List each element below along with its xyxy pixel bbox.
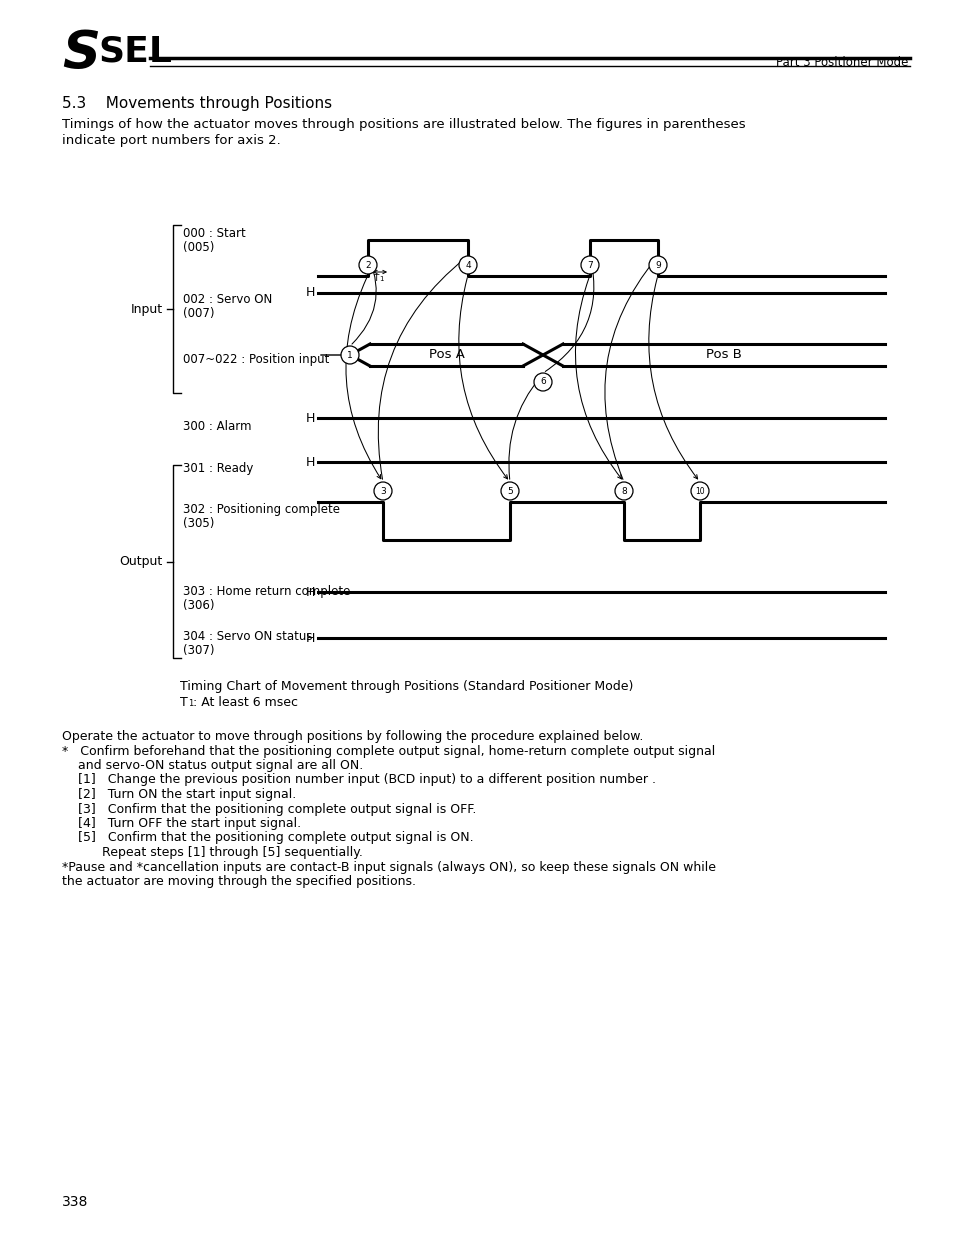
- Text: Operate the actuator to move through positions by following the procedure explai: Operate the actuator to move through pos…: [62, 730, 642, 743]
- Text: 303 : Home return complete: 303 : Home return complete: [183, 585, 350, 598]
- Text: (306): (306): [183, 599, 214, 613]
- Circle shape: [690, 482, 708, 500]
- Text: S: S: [62, 28, 100, 80]
- Circle shape: [340, 346, 358, 364]
- Text: H: H: [305, 287, 314, 300]
- Text: 002 : Servo ON: 002 : Servo ON: [183, 293, 272, 306]
- Text: indicate port numbers for axis 2.: indicate port numbers for axis 2.: [62, 135, 280, 147]
- Text: 007~022 : Position input: 007~022 : Position input: [183, 353, 329, 366]
- Text: Timings of how the actuator moves through positions are illustrated below. The f: Timings of how the actuator moves throug…: [62, 119, 745, 131]
- Text: 5: 5: [507, 487, 513, 495]
- Text: H: H: [305, 585, 314, 599]
- Text: *Pause and *cancellation inputs are contact-B input signals (always ON), so keep: *Pause and *cancellation inputs are cont…: [62, 861, 716, 873]
- Text: : At least 6 msec: : At least 6 msec: [193, 697, 297, 709]
- Text: 1: 1: [188, 699, 193, 708]
- Text: (305): (305): [183, 517, 214, 530]
- Text: 4: 4: [465, 261, 471, 269]
- Text: 7: 7: [586, 261, 592, 269]
- Text: the actuator are moving through the specified positions.: the actuator are moving through the spec…: [62, 876, 416, 888]
- Text: SEL: SEL: [98, 35, 172, 69]
- Text: (005): (005): [183, 241, 214, 254]
- Text: 9: 9: [655, 261, 660, 269]
- Text: 3: 3: [379, 487, 385, 495]
- Text: 5.3    Movements through Positions: 5.3 Movements through Positions: [62, 96, 332, 111]
- Text: 8: 8: [620, 487, 626, 495]
- Circle shape: [374, 482, 392, 500]
- Text: Pos A: Pos A: [428, 348, 464, 362]
- Text: [4]   Turn OFF the start input signal.: [4] Turn OFF the start input signal.: [62, 818, 301, 830]
- Text: 1: 1: [347, 351, 353, 359]
- Text: 302 : Positioning complete: 302 : Positioning complete: [183, 503, 339, 516]
- Circle shape: [648, 256, 666, 274]
- Circle shape: [615, 482, 633, 500]
- Text: *   Confirm beforehand that the positioning complete output signal, home-return : * Confirm beforehand that the positionin…: [62, 745, 715, 757]
- Text: and servo-ON status output signal are all ON.: and servo-ON status output signal are al…: [62, 760, 363, 772]
- Text: (007): (007): [183, 308, 214, 320]
- Text: 1: 1: [378, 275, 383, 282]
- Text: Output: Output: [120, 555, 163, 568]
- Text: [3]   Confirm that the positioning complete output signal is OFF.: [3] Confirm that the positioning complet…: [62, 803, 476, 815]
- Text: 304 : Servo ON status: 304 : Servo ON status: [183, 630, 313, 643]
- Text: 000 : Start: 000 : Start: [183, 227, 246, 240]
- Text: [2]   Turn ON the start input signal.: [2] Turn ON the start input signal.: [62, 788, 296, 802]
- Text: (307): (307): [183, 643, 214, 657]
- Text: Input: Input: [131, 303, 163, 315]
- Text: [1]   Change the previous position number input (BCD input) to a different posit: [1] Change the previous position number …: [62, 773, 656, 787]
- Circle shape: [534, 373, 552, 391]
- Text: [5]   Confirm that the positioning complete output signal is ON.: [5] Confirm that the positioning complet…: [62, 831, 473, 845]
- Text: T: T: [180, 697, 188, 709]
- Text: 6: 6: [539, 378, 545, 387]
- Circle shape: [580, 256, 598, 274]
- Text: 338: 338: [62, 1195, 89, 1209]
- Text: H: H: [305, 456, 314, 468]
- Circle shape: [358, 256, 376, 274]
- Text: 2: 2: [365, 261, 371, 269]
- Text: Repeat steps [1] through [5] sequentially.: Repeat steps [1] through [5] sequentiall…: [62, 846, 362, 860]
- Text: Timing Chart of Movement through Positions (Standard Positioner Mode): Timing Chart of Movement through Positio…: [180, 680, 633, 693]
- Text: 301 : Ready: 301 : Ready: [183, 462, 253, 475]
- Text: 300 : Alarm: 300 : Alarm: [183, 420, 252, 433]
- Circle shape: [458, 256, 476, 274]
- Text: 10: 10: [695, 487, 704, 495]
- Text: T: T: [373, 274, 378, 283]
- Text: Part 3 Positioner Mode: Part 3 Positioner Mode: [775, 56, 907, 68]
- Text: H: H: [305, 631, 314, 645]
- Circle shape: [500, 482, 518, 500]
- Text: H: H: [305, 411, 314, 425]
- Text: Pos B: Pos B: [705, 348, 741, 362]
